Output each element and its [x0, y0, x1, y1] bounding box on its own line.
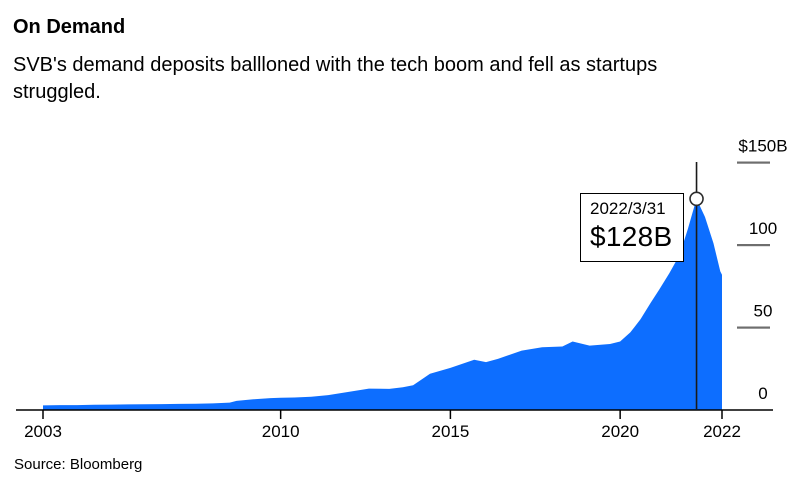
- y-tick-label: $150B: [738, 137, 787, 156]
- chart-title: On Demand: [13, 16, 126, 38]
- y-grid-tick: [737, 244, 770, 247]
- y-grid-tick: [737, 326, 770, 329]
- annotation-marker-dot: [689, 191, 704, 207]
- tooltip-date: 2022/3/31: [590, 199, 666, 218]
- y-tick-label: 50: [754, 302, 773, 321]
- chart-subtitle: SVB's demand deposits ballloned with the…: [13, 54, 658, 103]
- x-tick-label: 2015: [431, 422, 469, 441]
- tooltip-value: $128B: [590, 221, 673, 252]
- chart-header: On Demand SVB's demand deposits balllone…: [13, 15, 763, 106]
- y-grid-tick: [737, 161, 770, 164]
- deposits-area-series: [43, 198, 722, 410]
- data-tooltip: 2022/3/31 $128B: [580, 193, 684, 262]
- x-tick-label: 2003: [24, 422, 62, 441]
- source-label: Source: Bloomberg: [14, 456, 143, 473]
- y-tick-label: 100: [749, 219, 777, 238]
- y-tick-label: 0: [758, 384, 767, 403]
- x-tick-label: 2020: [601, 422, 639, 441]
- x-tick-label: 2022: [703, 422, 741, 441]
- x-tick-label: 2010: [262, 422, 300, 441]
